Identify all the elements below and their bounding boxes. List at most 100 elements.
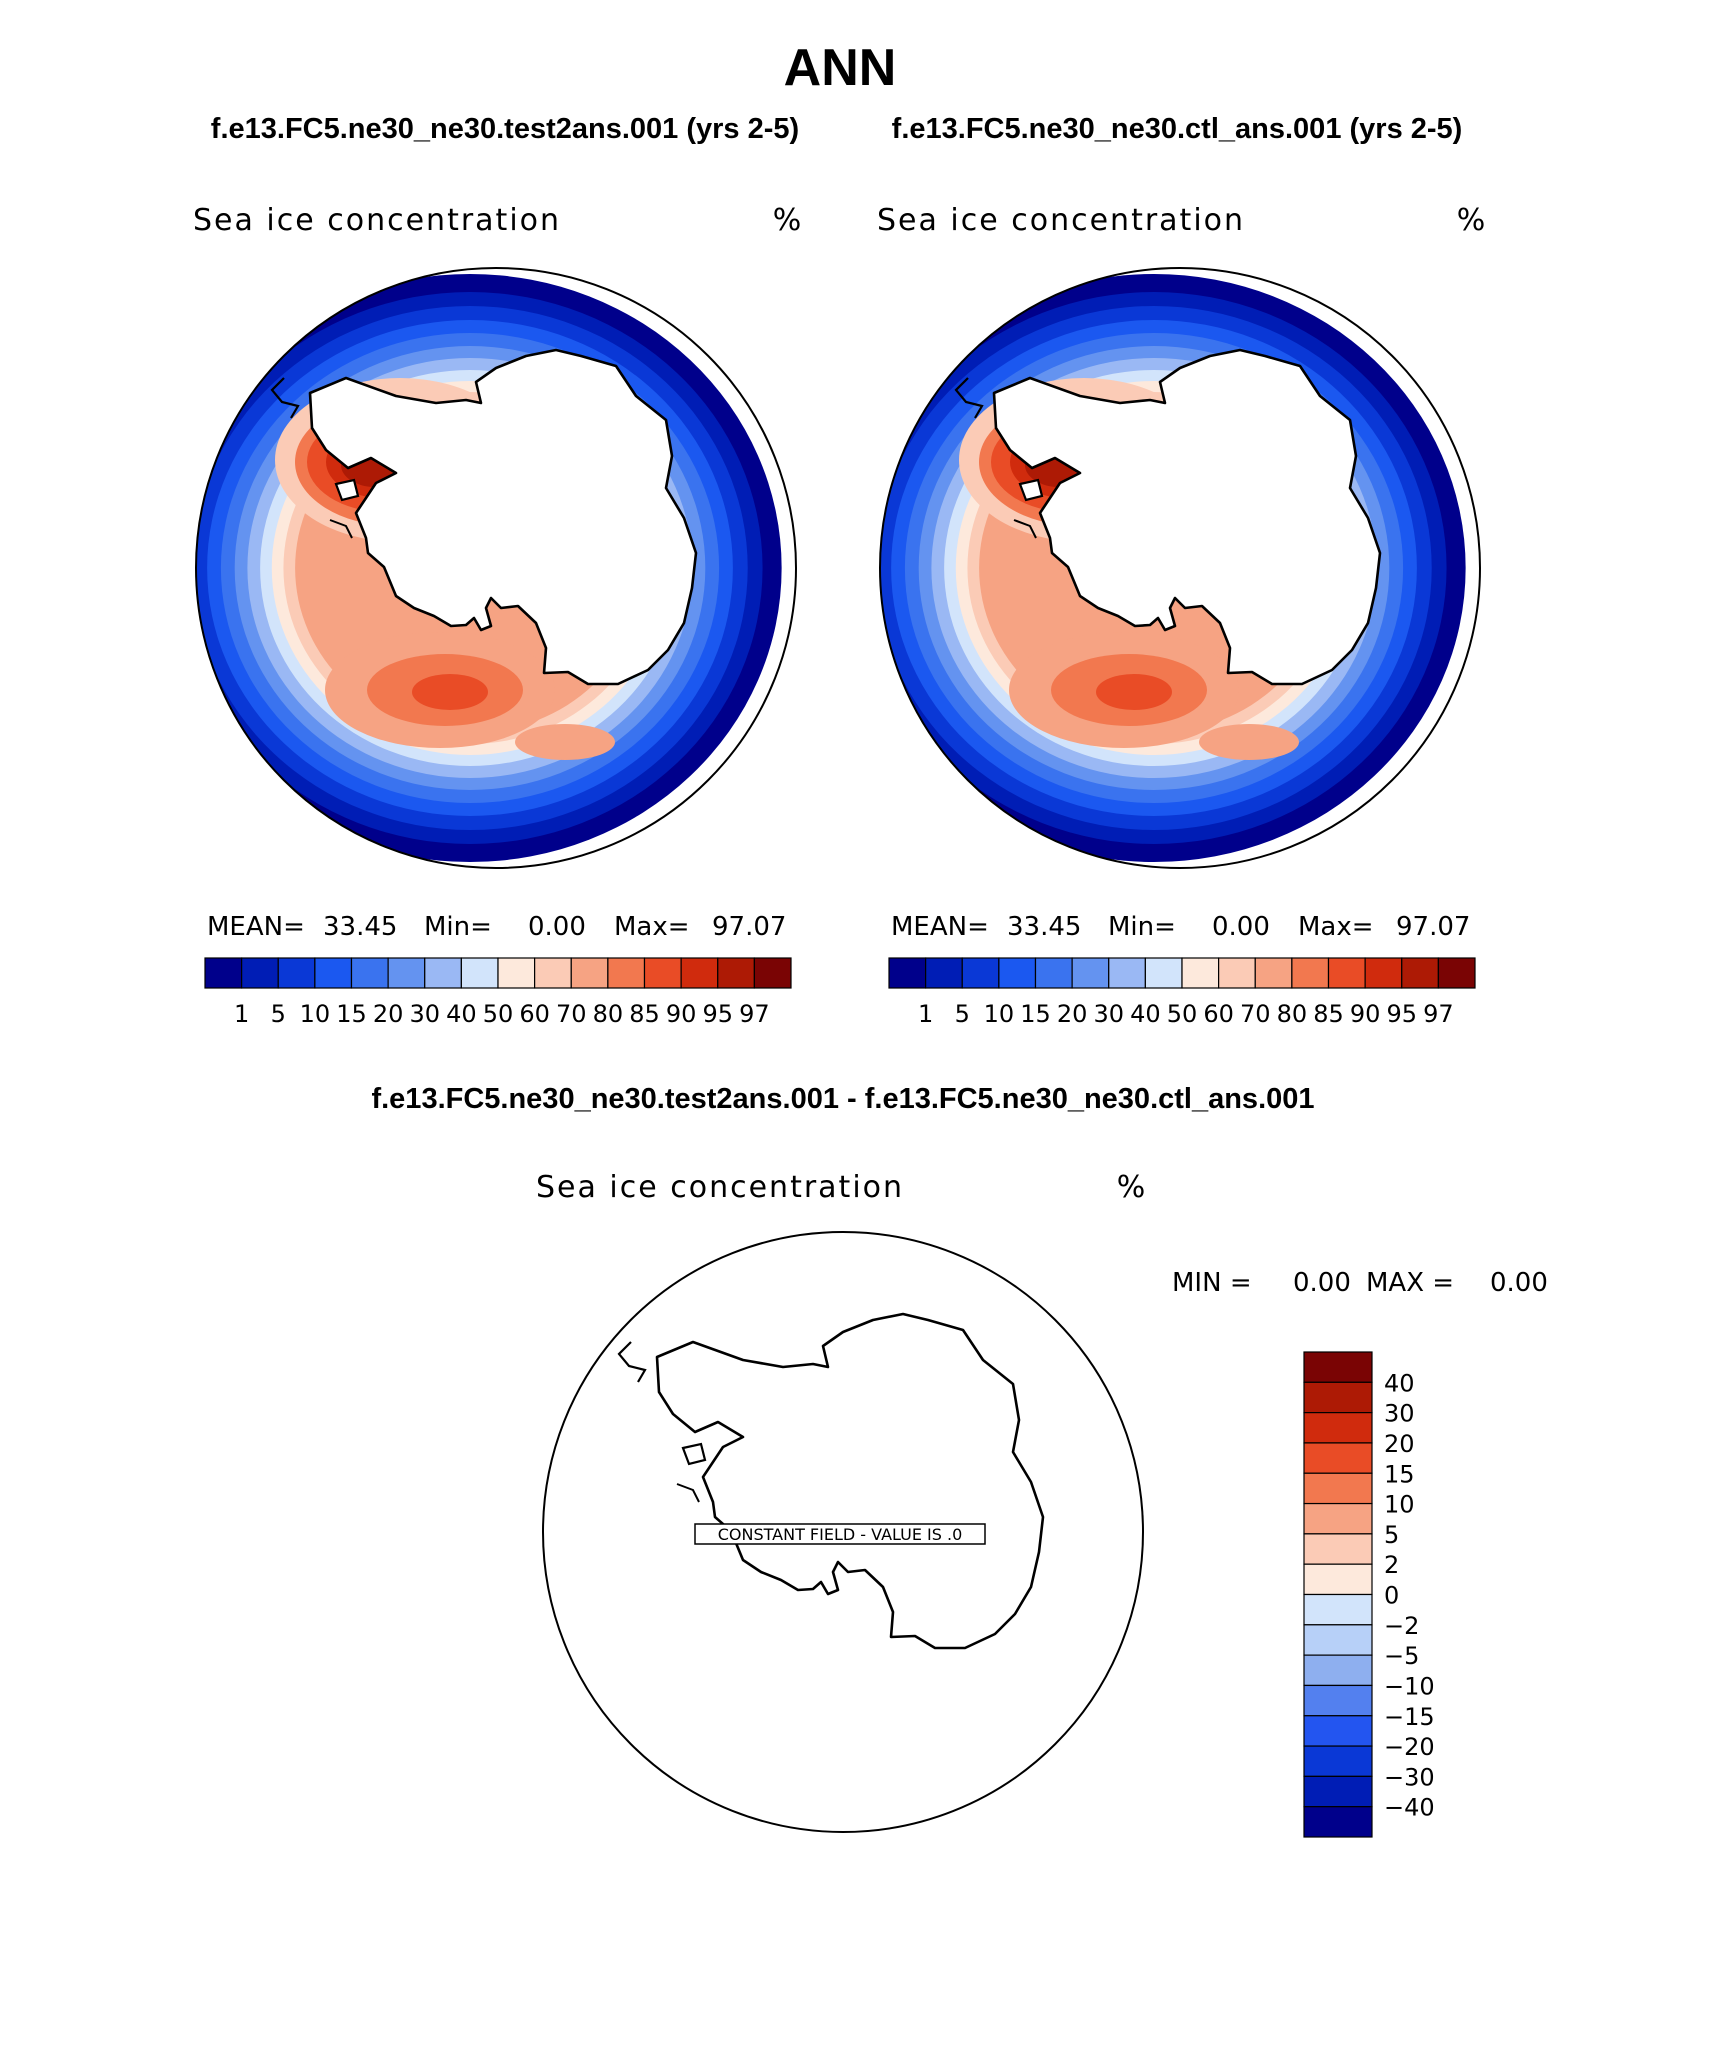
panel-a-colorbar-swatch (277, 957, 316, 989)
diff-colorbar-swatch (1303, 1502, 1373, 1535)
diff-colorbar-swatch (1303, 1745, 1373, 1777)
panel-a-colorbar-tick-label: 80 (593, 1000, 624, 1028)
diff-colorbar-tick-label: −40 (1384, 1794, 1435, 1822)
diff-colorbar-tick-label: −20 (1384, 1733, 1435, 1761)
diff-colorbar-swatch (1303, 1715, 1373, 1747)
panel-a-colorbar-swatch (643, 957, 682, 989)
panel-a-colorbar-swatch (204, 957, 243, 989)
diff-colorbar-swatch (1303, 1412, 1373, 1444)
panel-a-units: % (773, 203, 802, 238)
panel-a-max: 97.07 (712, 912, 786, 942)
diff-colorbar-tick-label: −5 (1384, 1642, 1419, 1670)
diff-colorbar-tick-label: 10 (1384, 1491, 1415, 1519)
panel-b-colorbar-swatch (1291, 957, 1330, 989)
panel-a-max-label: Max= (614, 912, 690, 942)
diff-max-label: MAX = (1366, 1268, 1454, 1298)
diff-colorbar-tick-label: 15 (1384, 1460, 1415, 1488)
diff-colorbar-swatch (1303, 1533, 1373, 1565)
diff-colorbar-swatch (1303, 1654, 1373, 1687)
panel-b-colorbar-tick-label: 70 (1240, 1000, 1271, 1028)
panel-a-colorbar-swatch (717, 957, 755, 989)
panel-a-colorbar-tick-label: 5 (271, 1000, 286, 1028)
panel-a-colorbar-tick-label: 95 (702, 1000, 733, 1028)
diff-colorbar-tick-label: −2 (1384, 1612, 1419, 1640)
panel-b-colorbar-tick-label: 80 (1277, 1000, 1308, 1028)
diff-colorbar-swatch (1303, 1472, 1373, 1505)
panel-b-colorbar-swatch (1034, 957, 1073, 989)
panel-a-colorbar-tick-label: 40 (446, 1000, 477, 1028)
panel-a-colorbar-swatch (497, 957, 536, 989)
case-title-right: f.e13.FC5.ne30_ne30.ctl_ans.001 (yrs 2-5… (892, 113, 1463, 145)
panel-b-colorbar-tick-label: 97 (1423, 1000, 1454, 1028)
panel-a-colorbar-tick-label: 90 (666, 1000, 697, 1028)
panel-b-ice-field (880, 274, 1466, 862)
panel-a-variable: Sea ice concentration (193, 203, 561, 238)
panel-a-colorbar-tick-label: 97 (739, 1000, 770, 1028)
diff-colorbar-tick-label: 40 (1384, 1369, 1415, 1397)
panel-b-max-label: Max= (1298, 912, 1374, 942)
panel-a-colorbar-swatch (241, 957, 279, 989)
panel-b-colorbar-swatch (1254, 957, 1293, 989)
panel-b-colorbar-swatch (1437, 957, 1476, 989)
panel-a-colorbar-swatch (424, 957, 462, 989)
panel-b-mean: 33.45 (1007, 912, 1081, 942)
panel-b-colorbar-tick-label: 95 (1386, 1000, 1417, 1028)
panel-b-colorbar-tick-label: 5 (955, 1000, 970, 1028)
diff-colorbar-swatch (1303, 1381, 1373, 1414)
panel-a-colorbar: 1 5 10 15 20 30 40 50 60 70 80 85 90 95 97 (204, 957, 792, 1028)
panel-b-colorbar-swatch (1327, 957, 1366, 989)
diff-colorbar-tick-label: −30 (1384, 1763, 1435, 1791)
case-title-left: f.e13.FC5.ne30_ne30.test2ans.001 (yrs 2-… (211, 113, 799, 145)
diff-min-label: MIN = (1172, 1268, 1252, 1298)
panel-a-ice-field (196, 274, 782, 862)
figure-title: ANN (784, 39, 897, 97)
panel-a-colorbar-tick-label: 60 (519, 1000, 550, 1028)
panel-b-colorbar: 1 5 10 15 20 30 40 50 60 70 80 85 90 95 97 (888, 957, 1476, 1028)
diff-colorbar-swatch (1303, 1684, 1373, 1717)
panel-a-min-label: Min= (424, 912, 492, 942)
panel-a-colorbar-tick-label: 30 (409, 1000, 440, 1028)
diff-colorbar-tick-label: −10 (1384, 1672, 1435, 1700)
panel-a-colorbar-swatch (314, 957, 353, 989)
panel-b-colorbar-swatch (1364, 957, 1403, 989)
panel-b-colorbar-swatch (1401, 957, 1439, 989)
diff-colorbar-swatch (1303, 1442, 1373, 1474)
panel-a-colorbar-tick-label: 20 (373, 1000, 404, 1028)
panel-b-colorbar-tick-label: 50 (1167, 1000, 1198, 1028)
panel-a-mean: 33.45 (323, 912, 397, 942)
panel-b-colorbar-swatch (888, 957, 927, 989)
panel-a-colorbar-swatch (460, 957, 499, 989)
panel-a-colorbar-tick-label: 15 (336, 1000, 367, 1028)
diff-colorbar-swatch (1303, 1806, 1373, 1838)
panel-b-colorbar-swatch (1181, 957, 1220, 989)
panel-b-mean-label: MEAN= (891, 912, 989, 942)
diff-min: 0.00 (1293, 1268, 1351, 1298)
panel-b-colorbar-tick-label: 20 (1057, 1000, 1088, 1028)
panel-b-colorbar-swatch (961, 957, 1000, 989)
diff-colorbar-tick-label: 30 (1384, 1400, 1415, 1428)
diff-map: CONSTANT FIELD - VALUE IS .0 (542, 1231, 1144, 1833)
panel-a-colorbar-tick-label: 1 (234, 1000, 249, 1028)
panel-a-colorbar-swatch (680, 957, 719, 989)
panel-a-colorbar-swatch (753, 957, 792, 989)
panel-a-min: 0.00 (528, 912, 586, 942)
panel-b-colorbar-tick-label: 15 (1020, 1000, 1051, 1028)
panel-b-max: 97.07 (1396, 912, 1470, 942)
panel-a-stats: MEAN= 33.45 Min= 0.00 Max= 97.07 (207, 912, 786, 942)
panel-b-min-label: Min= (1108, 912, 1176, 942)
diff-colorbar-swatch (1303, 1775, 1373, 1808)
panel-b-colorbar-swatch (998, 957, 1037, 989)
diff-colorbar-swatch (1303, 1624, 1373, 1656)
panel-b-variable: Sea ice concentration (877, 203, 1245, 238)
difference-title: f.e13.FC5.ne30_ne30.test2ans.001 - f.e13… (371, 1083, 1314, 1115)
panel-b-colorbar-tick-label: 60 (1203, 1000, 1234, 1028)
diff-max: 0.00 (1490, 1268, 1548, 1298)
panel-b-colorbar-tick-label: 30 (1093, 1000, 1124, 1028)
diff-stats: MIN = 0.00 MAX = 0.00 (1172, 1268, 1548, 1298)
panel-a-map (195, 267, 797, 869)
panel-b-min: 0.00 (1212, 912, 1270, 942)
panel-b-colorbar-tick-label: 10 (984, 1000, 1015, 1028)
panel-b-colorbar-tick-label: 1 (918, 1000, 933, 1028)
diff-colorbar-swatch (1303, 1351, 1373, 1383)
